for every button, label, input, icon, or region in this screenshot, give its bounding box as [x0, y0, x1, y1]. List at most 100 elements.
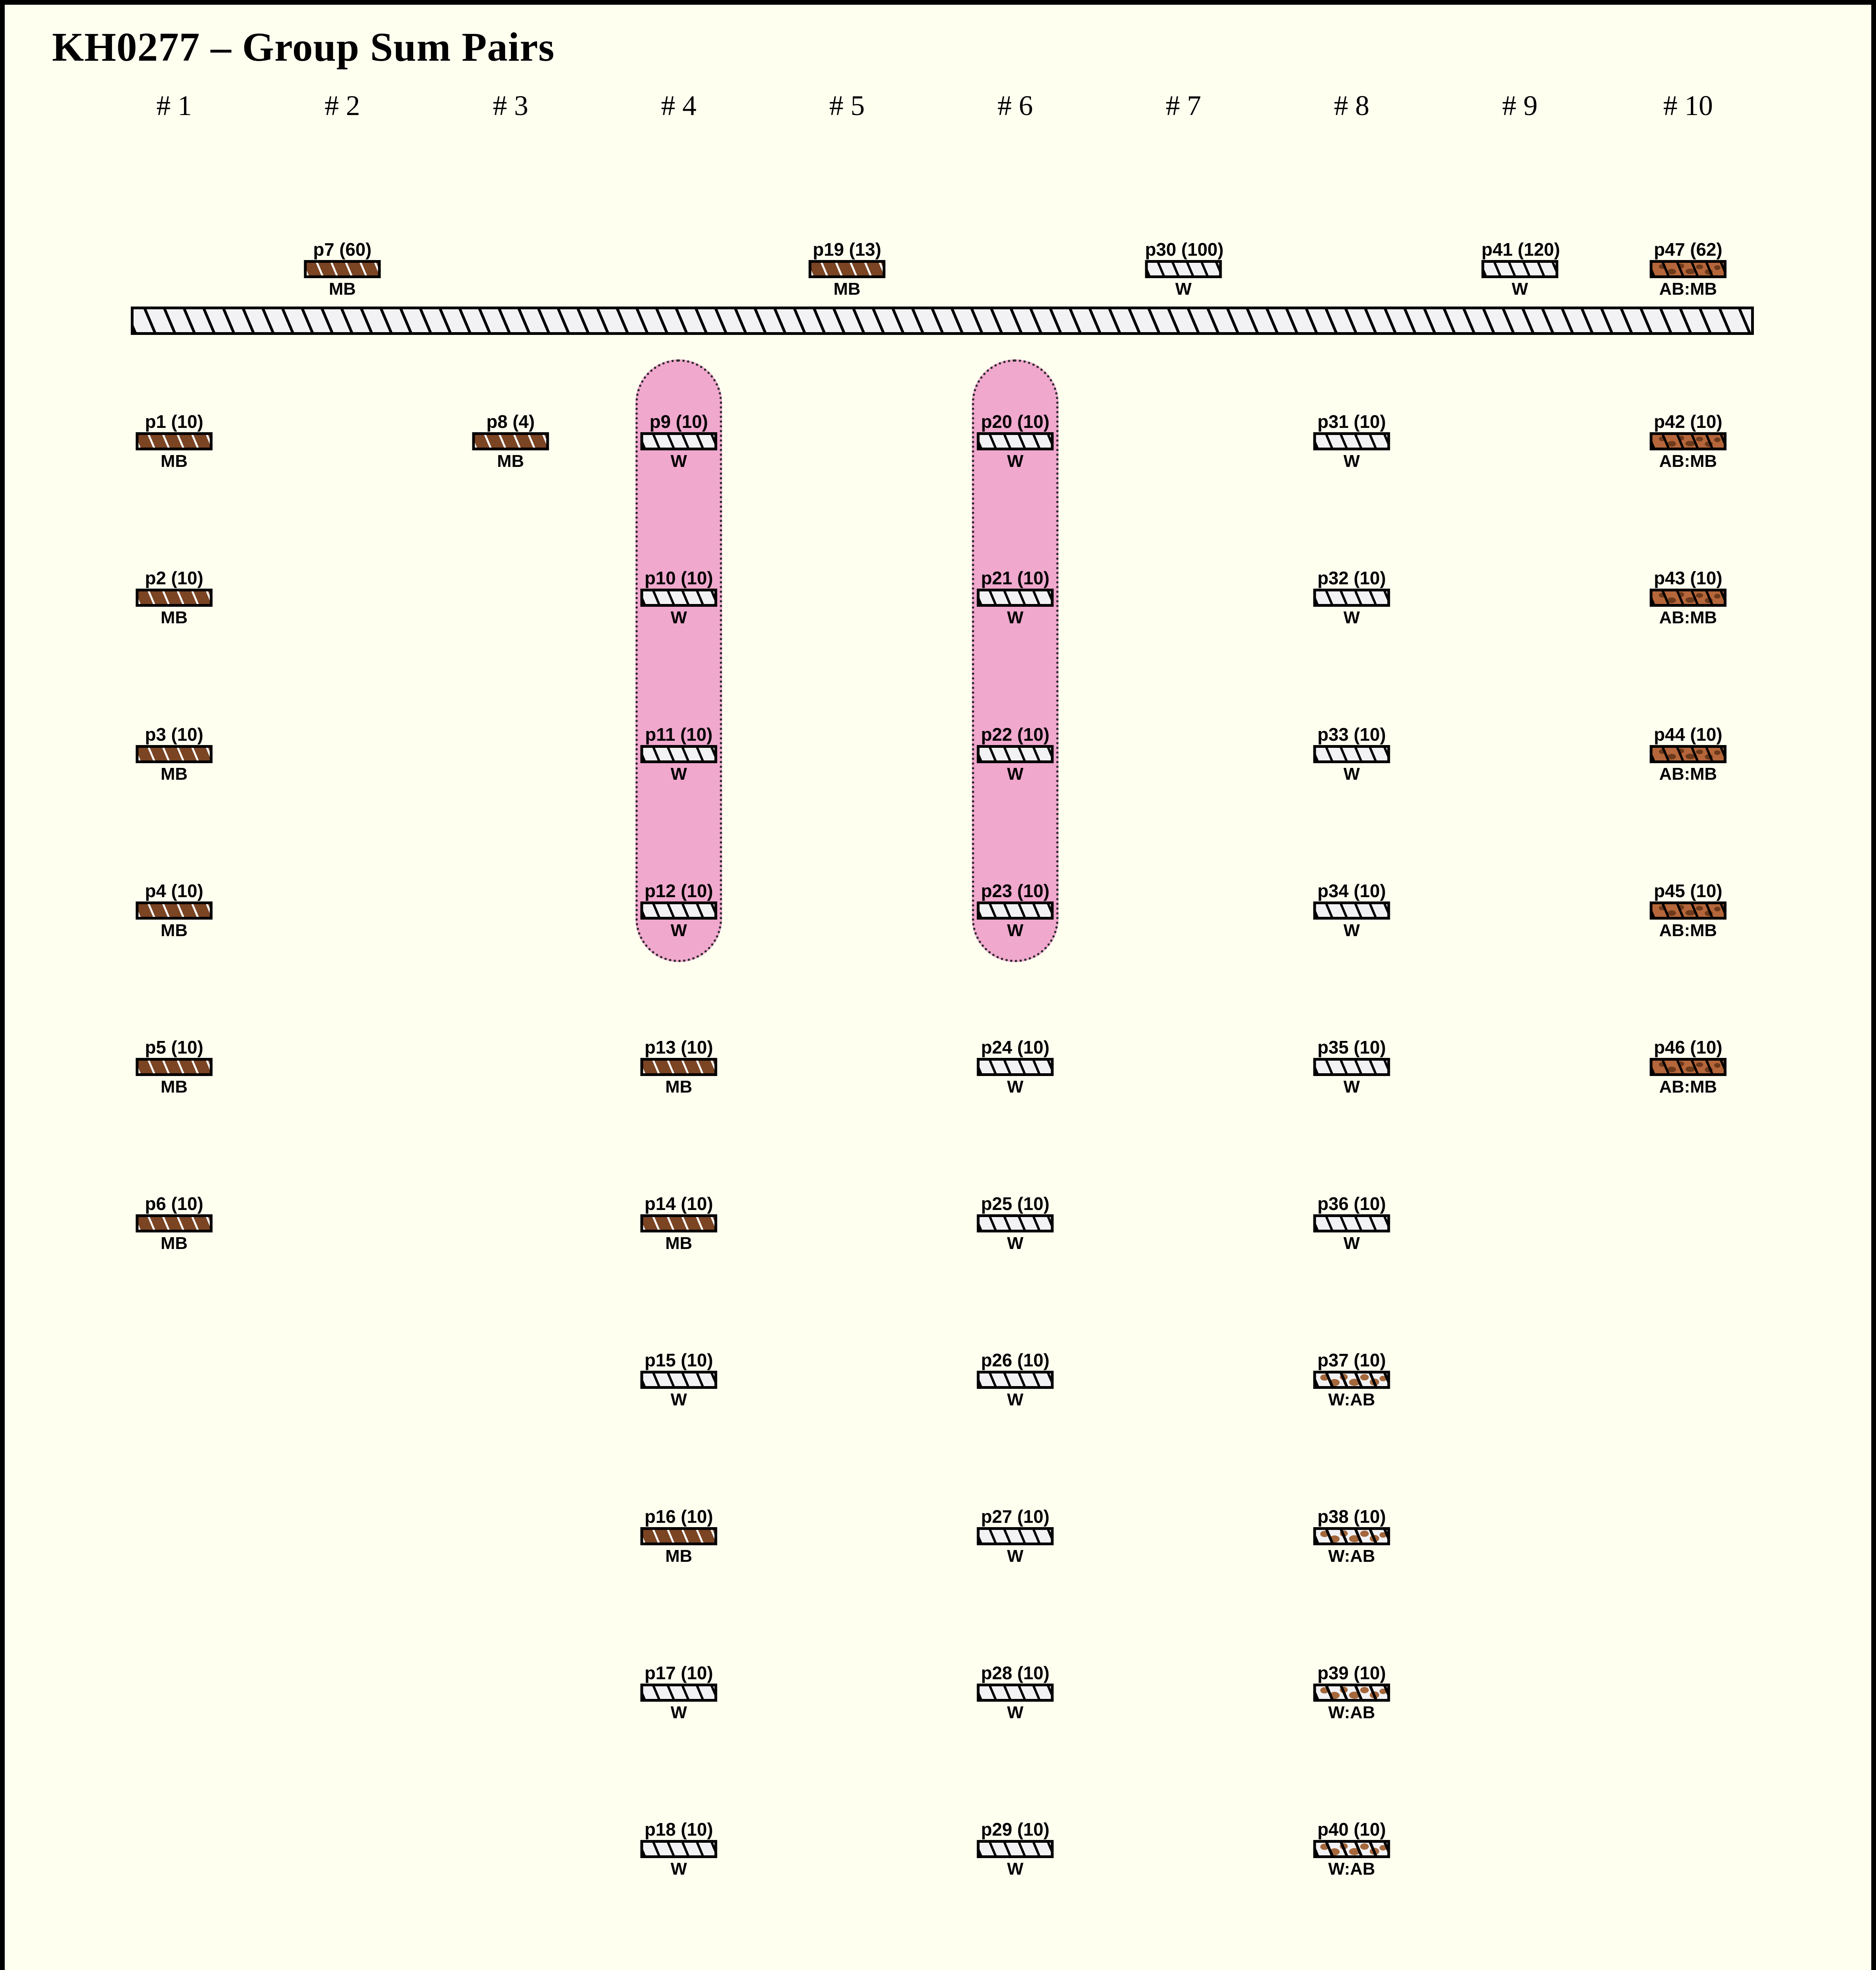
pattern-cell-p32[interactable]: p32 (10) W: [1313, 569, 1390, 626]
pattern-cell-p45[interactable]: p45 (10) AB:MB: [1649, 882, 1727, 939]
pattern-cell-p20[interactable]: p20 (10) W: [977, 413, 1054, 470]
pattern-cell-p19[interactable]: p19 (13) MB: [808, 240, 886, 298]
pattern-cell-p11[interactable]: p11 (10) W: [640, 725, 717, 783]
pattern-bar-p13[interactable]: [640, 1058, 717, 1076]
pattern-cell-p44[interactable]: p44 (10) AB:MB: [1649, 725, 1727, 783]
pattern-cell-p21[interactable]: p21 (10) W: [977, 569, 1054, 626]
pattern-cell-p24[interactable]: p24 (10) W: [977, 1038, 1054, 1096]
pattern-cell-p29[interactable]: p29 (10) W: [977, 1820, 1054, 1878]
pattern-bar-p30[interactable]: [1145, 260, 1222, 278]
pattern-bar-p38[interactable]: [1313, 1527, 1390, 1545]
pattern-bar-p4[interactable]: [136, 901, 213, 920]
pattern-cell-p27[interactable]: p27 (10) W: [977, 1507, 1054, 1565]
pattern-cell-p42[interactable]: p42 (10) AB:MB: [1649, 413, 1727, 470]
pattern-cell-p7[interactable]: p7 (60) MB: [304, 240, 381, 298]
pattern-cell-p26[interactable]: p26 (10) W: [977, 1351, 1054, 1409]
pattern-bar-p45[interactable]: [1649, 901, 1727, 920]
pattern-cell-p40[interactable]: p40 (10) W:AB: [1313, 1820, 1390, 1878]
pattern-bar-p32[interactable]: [1313, 589, 1390, 607]
pattern-cell-p15[interactable]: p15 (10) W: [640, 1351, 717, 1409]
pattern-cell-p38[interactable]: p38 (10) W:AB: [1313, 1507, 1390, 1565]
pattern-cell-p9[interactable]: p9 (10) W: [640, 413, 717, 470]
pattern-bar-p22[interactable]: [977, 745, 1054, 763]
pattern-bar-p33[interactable]: [1313, 745, 1390, 763]
pattern-cell-p13[interactable]: p13 (10) MB: [640, 1038, 717, 1096]
pattern-cell-p31[interactable]: p31 (10) W: [1313, 413, 1390, 470]
pattern-bar-p44[interactable]: [1649, 745, 1727, 763]
pattern-type-p35: W: [1343, 1077, 1360, 1097]
pattern-bar-p17[interactable]: [640, 1684, 717, 1702]
pattern-cell-p14[interactable]: p14 (10) MB: [640, 1195, 717, 1252]
pattern-label-p34: p34 (10): [1317, 881, 1386, 901]
pattern-bar-p31[interactable]: [1313, 432, 1390, 450]
pattern-bar-p23[interactable]: [977, 901, 1054, 920]
pattern-bar-p21[interactable]: [977, 589, 1054, 607]
pattern-cell-p46[interactable]: p46 (10) AB:MB: [1649, 1038, 1727, 1096]
pattern-bar-p43[interactable]: [1649, 589, 1727, 607]
pattern-bar-p24[interactable]: [977, 1058, 1054, 1076]
pattern-cell-p18[interactable]: p18 (10) W: [640, 1820, 717, 1878]
pattern-bar-p27[interactable]: [977, 1527, 1054, 1545]
pattern-cell-p23[interactable]: p23 (10) W: [977, 882, 1054, 939]
pattern-cell-p28[interactable]: p28 (10) W: [977, 1664, 1054, 1721]
pattern-bar-p16[interactable]: [640, 1527, 717, 1545]
pattern-label-p28: p28 (10): [981, 1663, 1049, 1683]
pattern-bar-p5[interactable]: [136, 1058, 213, 1076]
pattern-bar-p1[interactable]: [136, 432, 213, 450]
pattern-type-p30: W: [1175, 279, 1192, 299]
pattern-bar-p15[interactable]: [640, 1371, 717, 1389]
pattern-cell-p16[interactable]: p16 (10) MB: [640, 1507, 717, 1565]
pattern-cell-p33[interactable]: p33 (10) W: [1313, 725, 1390, 783]
pattern-bar-p14[interactable]: [640, 1214, 717, 1232]
pattern-bar-p40[interactable]: [1313, 1840, 1390, 1858]
pattern-cell-p43[interactable]: p43 (10) AB:MB: [1649, 568, 1727, 626]
pattern-cell-p22[interactable]: p22 (10) W: [977, 725, 1054, 783]
pattern-bar-p12[interactable]: [640, 901, 717, 920]
pattern-bar-p8[interactable]: [472, 432, 549, 450]
pattern-bar-p9[interactable]: [640, 432, 717, 450]
pattern-bar-p29[interactable]: [977, 1840, 1054, 1858]
pattern-bar-p3[interactable]: [136, 745, 213, 763]
pattern-bar-p28[interactable]: [977, 1684, 1054, 1702]
pattern-bar-p42[interactable]: [1649, 432, 1727, 450]
pattern-cell-p1[interactable]: p1 (10) MB: [136, 413, 213, 470]
pattern-cell-p5[interactable]: p5 (10) MB: [136, 1038, 213, 1096]
pattern-cell-p6[interactable]: p6 (10) MB: [136, 1195, 213, 1252]
pattern-bar-p20[interactable]: [977, 432, 1054, 450]
pattern-cell-p39[interactable]: p39 (10) W:AB: [1313, 1664, 1390, 1721]
pattern-bar-p41[interactable]: [1481, 260, 1558, 278]
pattern-bar-p39[interactable]: [1313, 1684, 1390, 1702]
pattern-bar-p11[interactable]: [640, 745, 717, 763]
pattern-bar-p26[interactable]: [977, 1371, 1054, 1389]
pattern-cell-p4[interactable]: p4 (10) MB: [136, 882, 213, 939]
pattern-label-p43: p43 (10): [1654, 568, 1722, 588]
pattern-cell-p37[interactable]: p37 (10) W:AB: [1313, 1351, 1390, 1409]
pattern-bar-p10[interactable]: [640, 589, 717, 607]
pattern-cell-p10[interactable]: p10 (10) W: [640, 569, 717, 626]
pattern-cell-p12[interactable]: p12 (10) W: [640, 882, 717, 939]
pattern-cell-p35[interactable]: p35 (10) W: [1313, 1038, 1390, 1096]
pattern-bar-p25[interactable]: [977, 1214, 1054, 1232]
pattern-bar-p37[interactable]: [1313, 1371, 1390, 1389]
pattern-bar-p35[interactable]: [1313, 1058, 1390, 1076]
pattern-bar-p6[interactable]: [136, 1214, 213, 1232]
pattern-bar-p46[interactable]: [1649, 1058, 1727, 1076]
pattern-bar-p47[interactable]: [1649, 260, 1727, 278]
pattern-cell-p3[interactable]: p3 (10) MB: [136, 725, 213, 783]
pattern-cell-p17[interactable]: p17 (10) W: [640, 1664, 717, 1721]
pattern-bar-p7[interactable]: [304, 260, 381, 278]
pattern-bar-p2[interactable]: [136, 589, 213, 607]
pattern-cell-p41[interactable]: p41 (120) W: [1481, 240, 1560, 298]
pattern-bar-p34[interactable]: [1313, 901, 1390, 920]
pattern-cell-p34[interactable]: p34 (10) W: [1313, 882, 1390, 939]
pattern-bar-p18[interactable]: [640, 1840, 717, 1858]
pattern-cell-p47[interactable]: p47 (62) AB:MB: [1649, 240, 1727, 298]
pattern-cell-p25[interactable]: p25 (10) W: [977, 1195, 1054, 1252]
pattern-cell-p8[interactable]: p8 (4) MB: [472, 413, 549, 470]
pattern-type-p2: MB: [160, 608, 188, 627]
pattern-cell-p30[interactable]: p30 (100) W: [1145, 240, 1224, 299]
pattern-cell-p36[interactable]: p36 (10) W: [1313, 1195, 1390, 1252]
pattern-cell-p2[interactable]: p2 (10) MB: [136, 569, 213, 626]
pattern-bar-p19[interactable]: [808, 260, 886, 278]
pattern-bar-p36[interactable]: [1313, 1214, 1390, 1232]
